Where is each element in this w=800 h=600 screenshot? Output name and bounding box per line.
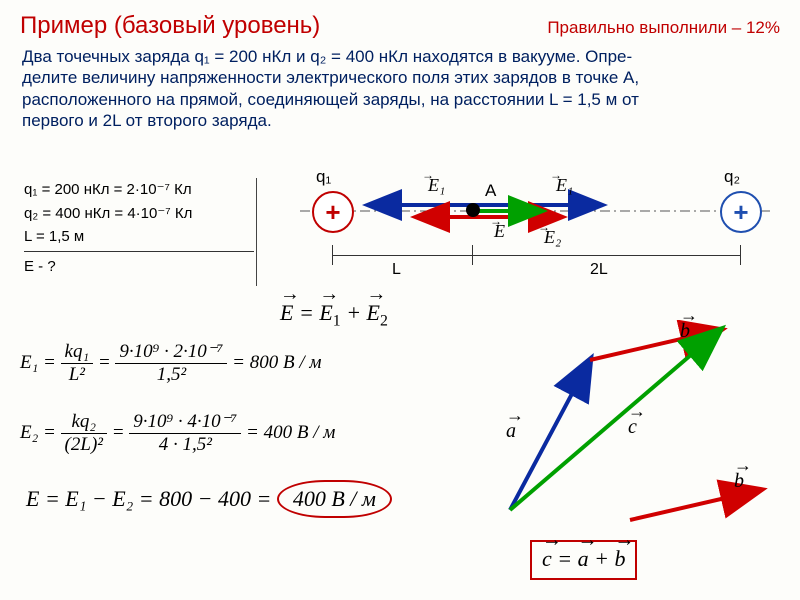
2L-label: 2L (590, 261, 608, 279)
point-A (466, 203, 480, 217)
charges-diagram: E₁ → E₁ → E → E₂ → q₁ q₂ A + + L 2L (300, 165, 770, 285)
svg-text:→: → (490, 214, 502, 228)
given-L: L = 1,5 м (24, 228, 254, 245)
L-label: L (392, 261, 401, 279)
A-label: A (485, 181, 496, 201)
vector-sum-box: c = a + b (530, 540, 637, 580)
svg-text:→: → (538, 220, 550, 234)
tick-q2 (740, 245, 741, 265)
given-q1: q₁ = 200 нКл = 2·10⁻⁷ Кл (24, 180, 254, 198)
problem-text: Два точечных заряда q₁ = 200 нКл и q₂ = … (0, 44, 800, 137)
svg-text:→: → (422, 168, 434, 182)
given-q2: q₂ = 400 нКл = 4·10⁻⁷ Кл (24, 204, 254, 222)
given-divider (24, 251, 254, 252)
q1-label: q₁ (316, 167, 331, 187)
E1-formula: E₁ = kq₁L² = 9·10⁹ · 2·10⁻⁷1,5² = 800 В … (20, 340, 322, 386)
result-formula: E = E₁ − E₂ = 800 − 400 = 400 В / м (26, 480, 392, 518)
q2-label: q₂ (724, 167, 740, 187)
example-title: Пример (базовый уровень) (20, 12, 320, 40)
given-block: q₁ = 200 нКл = 2·10⁻⁷ Кл q₂ = 400 нКл = … (24, 180, 254, 281)
E2-formula: E₂ = kq₂(2L)² = 9·10⁹ · 4·10⁻⁷4 · 1,5² =… (20, 410, 335, 456)
vec-b2-label: b (734, 470, 744, 493)
charge-q1: + (312, 191, 354, 233)
given-find: E - ? (24, 258, 254, 275)
vec-b-label: b (680, 320, 690, 343)
given-vline (256, 178, 257, 286)
dim-2L (472, 255, 740, 256)
score-text: Правильно выполнили – 12% (547, 18, 780, 38)
charge-q2: + (720, 191, 762, 233)
result-ring: 400 В / м (277, 480, 392, 518)
vec-a-label: a (506, 420, 516, 443)
diagram-svg: E₁ → E₁ → E → E₂ → (300, 165, 770, 285)
superposition-formula: E = E1 + E2 (280, 300, 388, 330)
dim-L (332, 255, 472, 256)
vec-c-label: c (628, 416, 637, 439)
svg-text:→: → (550, 168, 562, 182)
